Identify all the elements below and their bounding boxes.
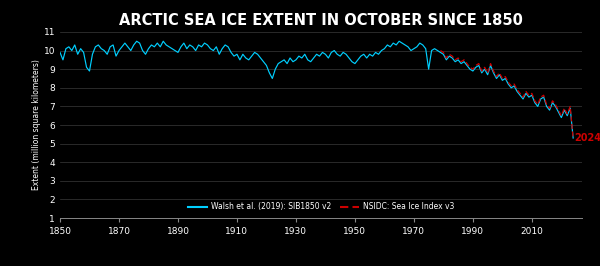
Text: 2024: 2024: [575, 133, 600, 143]
Legend: Walsh et al. (2019): SIB1850 v2, NSIDC: Sea Ice Index v3: Walsh et al. (2019): SIB1850 v2, NSIDC: …: [185, 199, 457, 214]
Y-axis label: Extent (million square kilometers): Extent (million square kilometers): [32, 60, 41, 190]
Title: ARCTIC SEA ICE EXTENT IN OCTOBER SINCE 1850: ARCTIC SEA ICE EXTENT IN OCTOBER SINCE 1…: [119, 13, 523, 28]
